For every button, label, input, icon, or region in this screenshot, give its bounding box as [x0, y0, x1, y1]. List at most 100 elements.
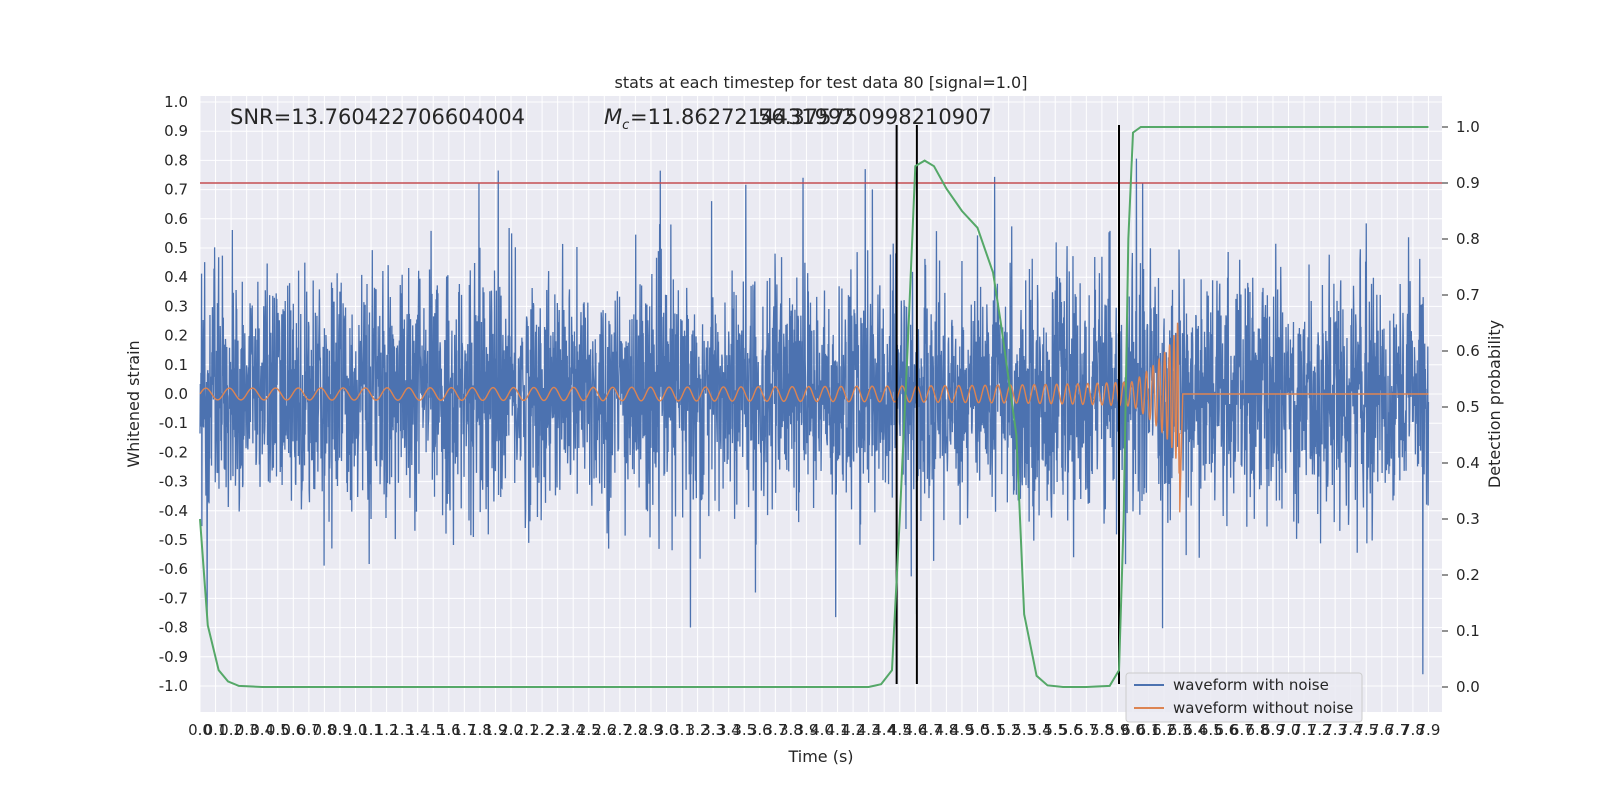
x-tick-label: 1.7 [452, 721, 476, 739]
y-tick-label: 0.3 [164, 297, 188, 315]
x-tick-label: 1.2 [375, 721, 399, 739]
y-tick-label: 0.5 [164, 239, 188, 257]
y2-tick-label: 1.0 [1456, 118, 1480, 136]
x-tick-label: 7.5 [1354, 721, 1378, 739]
x-tick-label: 6.2 [1152, 721, 1176, 739]
x-tick-label: 7.2 [1308, 721, 1332, 739]
x-tick-label: 7.4 [1339, 721, 1363, 739]
y-tick-label: 0.8 [164, 151, 188, 169]
x-tick-label: 0.9 [328, 721, 352, 739]
x-tick-label: 3.6 [748, 721, 772, 739]
x-tick-label: 5.2 [997, 721, 1021, 739]
x-tick-label: 1.5 [421, 721, 445, 739]
x-tick-label: 1.8 [468, 721, 492, 739]
clean-waveform-line [199, 322, 1429, 513]
x-tick-label: 1.1 [359, 721, 383, 739]
y2-tick-label: 0.7 [1456, 286, 1480, 304]
y2-tick-label: 0.1 [1456, 622, 1480, 640]
x-tick-label: 0.1 [204, 721, 228, 739]
x-tick-label: 3.1 [670, 721, 694, 739]
x-tick-label: 4.1 [826, 721, 850, 739]
x-tick-label: 6.7 [1230, 721, 1254, 739]
chart-title: stats at each timestep for test data 80 … [615, 73, 1028, 92]
x-tick-label: 0.0 [188, 721, 212, 739]
x-tick-label: 4.2 [841, 721, 865, 739]
x-tick-label: 0.3 [235, 721, 259, 739]
snr-annotation: SNR=13.760422706604004 [230, 105, 525, 129]
x-tick-label: 4.5 [888, 721, 912, 739]
y-tick-label: -0.8 [159, 619, 188, 637]
x-tick-label: 2.1 [515, 721, 539, 739]
x-tick-label: 5.7 [1074, 721, 1098, 739]
x-tick-labels: 0.00.10.20.30.40.50.60.70.80.91.01.11.21… [188, 721, 1440, 739]
x-tick-label: 1.6 [437, 721, 461, 739]
x-tick-label: 7.8 [1401, 721, 1425, 739]
y-tick-label: -0.6 [159, 560, 188, 578]
x-tick-label: 6.5 [1199, 721, 1223, 739]
x-tick-label: 4.9 [950, 721, 974, 739]
y-tick-label: -0.2 [159, 443, 188, 461]
x-tick-label: 5.6 [1059, 721, 1083, 739]
x-tick-label: 6.0 [1121, 721, 1145, 739]
x-tick-label: 7.7 [1385, 721, 1409, 739]
x-tick-label: 6.3 [1168, 721, 1192, 739]
y-tick-label: -1.0 [159, 677, 188, 695]
x-tick-label: 2.7 [608, 721, 632, 739]
overlay-elements [199, 125, 1442, 688]
x-tick-label: 0.4 [250, 721, 274, 739]
y-tick-label: 0.0 [164, 385, 188, 403]
chirp-series [199, 322, 1429, 513]
x-tick-label: 7.0 [1277, 721, 1301, 739]
y-axis-label: Whitened strain [124, 340, 143, 467]
x-tick-label: 1.4 [406, 721, 430, 739]
x-tick-label: 6.8 [1245, 721, 1269, 739]
y2-tick-label: 0.9 [1456, 174, 1480, 192]
legend-box [1125, 672, 1363, 723]
mc-annotation-overlap: 56.375750998210907 [758, 105, 992, 129]
y-tick-label: 0.1 [164, 356, 188, 374]
x-tick-label: 2.0 [499, 721, 523, 739]
x-tick-label: 3.9 [795, 721, 819, 739]
y2-tick-label: 0.3 [1456, 510, 1480, 528]
x-tick-label: 5.3 [1012, 721, 1036, 739]
x-tick-label: 2.2 [530, 721, 554, 739]
legend-label-noise: waveform with noise [1173, 676, 1329, 694]
x-tick-label: 4.8 [934, 721, 958, 739]
y2-tick-label: 0.5 [1456, 398, 1480, 416]
x-tick-label: 0.7 [297, 721, 321, 739]
x-tick-label: 7.6 [1370, 721, 1394, 739]
x-tick-label: 4.3 [857, 721, 881, 739]
x-tick-label: 0.2 [219, 721, 243, 739]
x-tick-label: 3.2 [686, 721, 710, 739]
mc-annotation: =11.8627214431992 [630, 105, 855, 129]
x-tick-label: 5.5 [1043, 721, 1067, 739]
x-tick-label: 2.5 [577, 721, 601, 739]
mc-symbol: Mc [604, 105, 629, 133]
x-tick-label: 4.0 [810, 721, 834, 739]
x-tick-label: 3.4 [717, 721, 741, 739]
y-tick-labels: 1.0 0.9 0.8 0.7 0.6 0.5 0.4 0.3 0.2 0.1 0.0 -0.1 -0.… [159, 93, 188, 695]
x-tick-label: 4.6 [903, 721, 927, 739]
y-tick-label: 0.2 [164, 327, 188, 345]
y-tick-label: -0.9 [159, 648, 188, 666]
x-tick-label: 1.9 [484, 721, 508, 739]
x-tick-label: 3.0 [655, 721, 679, 739]
legend: waveform with noise waveform without noi… [1125, 672, 1363, 723]
x-tick-label: 6.1 [1137, 721, 1161, 739]
x-tick-label: 3.3 [701, 721, 725, 739]
x-tick-label: 6.6 [1214, 721, 1238, 739]
y-tick-label: -0.4 [159, 502, 188, 520]
x-tick-label: 5.4 [1028, 721, 1052, 739]
legend-label-clean: waveform without noise [1173, 699, 1353, 717]
x-tick-label: 5.8 [1090, 721, 1114, 739]
y2-tick-label: 0.2 [1456, 566, 1480, 584]
x-tick-label: 6.4 [1183, 721, 1207, 739]
x-tick-label: 2.9 [639, 721, 663, 739]
y2-axis-label: Detection probability [1485, 320, 1504, 488]
x-tick-label: 5.0 [966, 721, 990, 739]
x-tick-label: 3.8 [779, 721, 803, 739]
y-tick-label: -0.3 [159, 473, 188, 491]
y-tick-label: -0.7 [159, 589, 188, 607]
x-tick-label: 1.0 [344, 721, 368, 739]
x-tick-label: 7.1 [1292, 721, 1316, 739]
